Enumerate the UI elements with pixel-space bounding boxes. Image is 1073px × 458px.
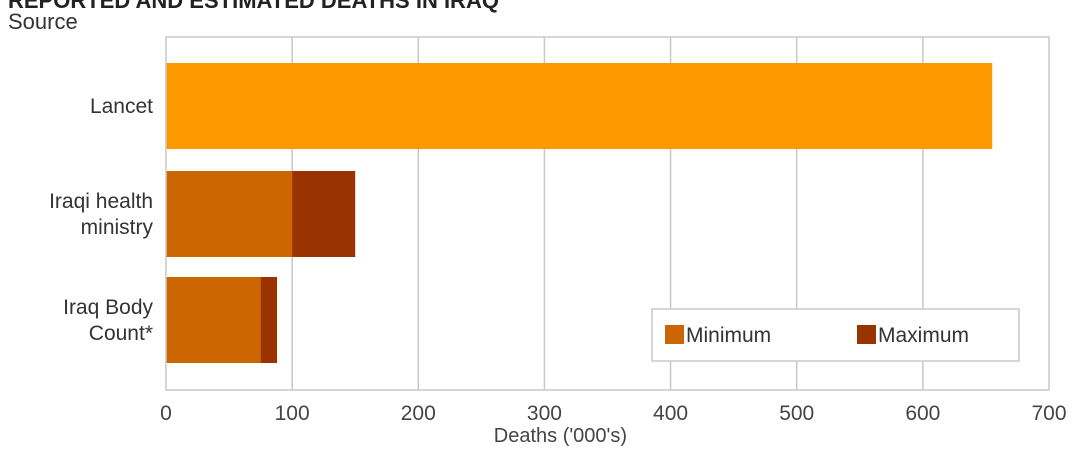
- bar-1-minimum: [166, 171, 293, 257]
- x-tick-label-600: 600: [905, 402, 940, 425]
- category-label-2-line-0: Iraq Body: [63, 296, 153, 319]
- x-tick-label-300: 300: [527, 402, 562, 425]
- x-tick-label-0: 0: [160, 402, 172, 425]
- legend-label-1: Maximum: [878, 324, 969, 347]
- legend-label-0: Minimum: [686, 324, 771, 347]
- bar-2-minimum: [166, 277, 261, 363]
- bar-2-maximum: [260, 277, 278, 363]
- x-tick-label-500: 500: [779, 402, 814, 425]
- plot-border: [165, 36, 1050, 391]
- x-tick-label-700: 700: [1031, 402, 1066, 425]
- x-tick-labels: 0 100 200 300 400 500 600 700: [160, 402, 1066, 425]
- category-label-1-line-1: ministry: [81, 216, 154, 239]
- legend: Minimum Maximum: [651, 308, 1020, 362]
- legend-swatch-0: [665, 325, 684, 344]
- source-label: Source: [8, 9, 78, 34]
- x-tick-label-200: 200: [401, 402, 436, 425]
- x-axis-title: Deaths ('000's): [494, 425, 627, 447]
- category-labels: Lancet Iraqi health ministry Iraq Body Count…: [49, 95, 153, 345]
- bar-1-maximum: [292, 171, 356, 257]
- plot-frame: [165, 36, 1050, 391]
- category-label-0-line-0: Lancet: [90, 95, 153, 118]
- x-tick-label-100: 100: [275, 402, 310, 425]
- bar-0-value: [166, 63, 993, 149]
- category-label-1-line-0: Iraqi health: [49, 190, 153, 213]
- chart-title: REPORTED AND ESTIMATED DEATHS IN IRAQ: [8, 0, 499, 13]
- x-tick-label-400: 400: [653, 402, 688, 425]
- bars: [166, 63, 993, 363]
- legend-box: [651, 308, 1020, 362]
- category-label-2-line-1: Count*: [89, 322, 153, 345]
- legend-swatch-1: [857, 325, 876, 344]
